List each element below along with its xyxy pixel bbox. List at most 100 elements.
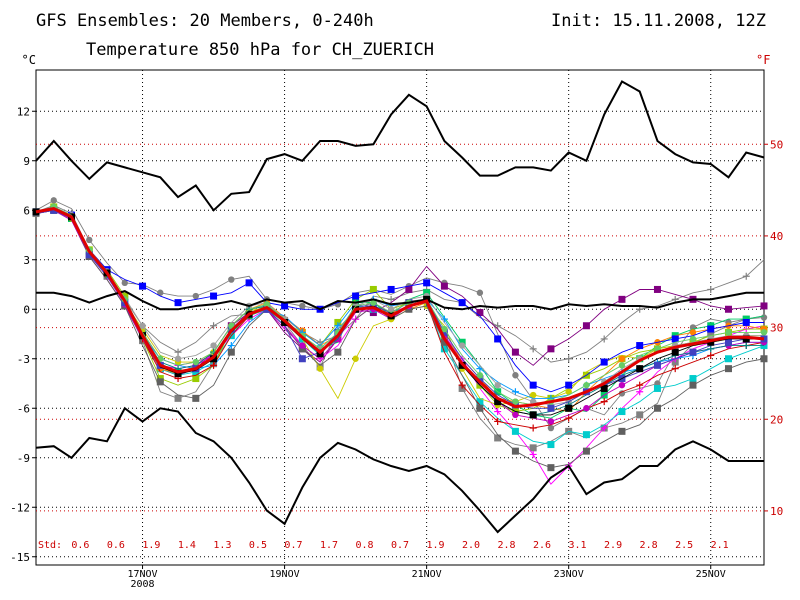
member-point: [511, 348, 519, 356]
member-point: [476, 404, 484, 412]
member-point: [618, 427, 626, 435]
x-tick-sublabel: 2008: [130, 579, 154, 590]
member-point: [227, 348, 235, 356]
std-value: 0.6: [107, 540, 125, 551]
member-point: [618, 362, 626, 369]
member-point: [565, 404, 573, 412]
init-time: Init: 15.11.2008, 12Z: [551, 11, 766, 31]
member-point: [689, 335, 697, 343]
member-point: [707, 351, 715, 359]
member-point: [689, 381, 697, 389]
member-point: [210, 322, 218, 330]
std-value: 2.5: [675, 540, 693, 551]
std-value: 1.4: [178, 540, 196, 551]
member-point: [529, 391, 537, 399]
member-point: [653, 361, 661, 369]
member-point: [689, 329, 697, 336]
member-point: [636, 342, 644, 350]
member-point: [529, 411, 537, 419]
member-point: [494, 417, 502, 425]
member-point: [352, 355, 359, 362]
envelope-lower-line: [35, 406, 764, 534]
member-point: [565, 388, 572, 395]
member-point: [494, 434, 502, 442]
member-point: [760, 302, 768, 310]
member-point: [760, 355, 768, 363]
ensemble-mean-line: [35, 207, 765, 409]
member-point: [618, 295, 626, 303]
member-point: [405, 285, 413, 293]
member-line: [35, 209, 765, 469]
member-point: [529, 444, 537, 452]
member-point: [583, 381, 590, 389]
f-tick-label: 20: [770, 413, 783, 426]
grid: [36, 70, 764, 565]
member-point: [334, 322, 342, 330]
member-point: [423, 279, 431, 287]
y-tick-label: 3: [23, 254, 30, 267]
member-point: [228, 276, 235, 283]
member-point: [281, 302, 289, 310]
member-point: [742, 342, 750, 350]
member-point: [192, 292, 200, 300]
member-point: [440, 282, 448, 290]
member-point: [724, 305, 732, 313]
member-point: [582, 447, 590, 455]
member-point: [210, 342, 217, 349]
member-point: [529, 424, 537, 432]
x-tick-label: 17NOV: [127, 569, 157, 580]
member-point: [157, 289, 164, 296]
member-point: [316, 365, 324, 372]
member-point: [192, 358, 200, 366]
member-point: [565, 355, 573, 363]
member-point: [600, 398, 608, 406]
std-value: 2.8: [640, 540, 658, 551]
member-point: [227, 342, 235, 350]
member-point: [618, 390, 626, 397]
member-point: [458, 381, 466, 389]
member-point: [121, 279, 128, 287]
std-value: 2.6: [533, 540, 551, 551]
member-point: [476, 289, 484, 296]
member-point: [724, 338, 732, 346]
std-value: 1.3: [213, 540, 231, 551]
member-point: [636, 388, 644, 396]
member-point: [725, 329, 732, 336]
member-point: [618, 381, 626, 389]
std-value: 0.5: [249, 540, 267, 551]
member-point: [86, 236, 93, 244]
member-point: [387, 306, 395, 313]
member-point: [511, 388, 519, 396]
member-point: [529, 345, 537, 353]
member-point: [387, 285, 395, 293]
control-run-line: [36, 290, 764, 311]
x-tick-label: 25NOV: [696, 569, 726, 580]
member-point: [707, 285, 715, 293]
member-point: [547, 441, 555, 449]
member-point: [547, 418, 555, 425]
member-point: [529, 381, 537, 389]
member-point: [245, 279, 253, 287]
member-point: [724, 365, 732, 373]
std-value: 0.7: [284, 540, 302, 551]
f-tick-label: 10: [770, 505, 783, 518]
std-value: 2.9: [604, 540, 622, 551]
member-line: [35, 206, 764, 412]
member-point: [334, 348, 342, 356]
std-value: 0.6: [71, 540, 89, 551]
f-tick-label: 50: [770, 138, 783, 151]
member-point: [511, 427, 519, 435]
member-point: [600, 335, 608, 343]
member-point: [671, 335, 679, 343]
member-point: [476, 372, 484, 379]
member-point: [600, 424, 608, 432]
member-point: [547, 404, 555, 412]
y-tick-label: 12: [17, 105, 30, 118]
member-point: [742, 272, 750, 280]
member-point: [618, 408, 626, 416]
y-tick-label: -12: [10, 501, 30, 514]
member-point: [369, 285, 377, 293]
y-tick-label: 9: [23, 155, 30, 168]
std-value: 3.1: [569, 540, 587, 551]
